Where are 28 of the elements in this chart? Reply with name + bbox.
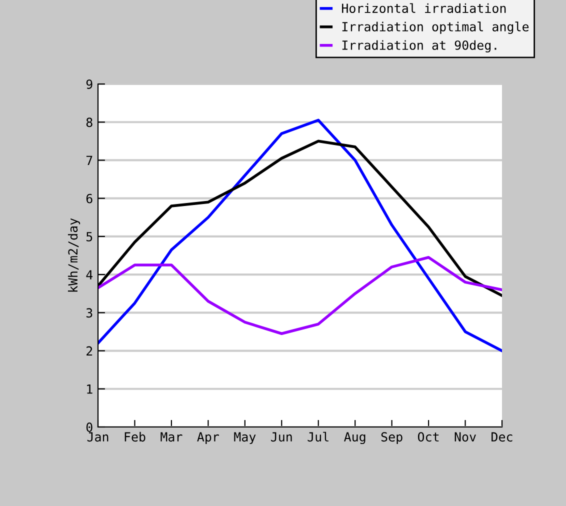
y-tick-label: 6 [86,194,92,204]
x-tick-label: Jul [308,432,328,442]
x-tick-label: May [234,432,256,444]
line-series [98,118,502,352]
y-axis-title: kWh/m2/day [68,218,80,292]
legend-label: Irradiation optimal angle [342,22,529,34]
y-tick-label: 2 [86,346,92,356]
x-tick-label: Aug [344,432,366,444]
x-tick-label: Mar [160,432,182,442]
y-tick-label: 7 [86,156,92,166]
x-tick-label: Oct [418,432,439,442]
y-tick-label: 9 [86,80,92,89]
y-tick-label: 4 [86,270,93,280]
y-tick-label: 3 [86,308,92,318]
x-tick-label: Jun [271,432,292,442]
y-tick-label: 0 [86,422,92,432]
y-tick-label: 5 [86,232,92,242]
legend-label: Irradiation at 90deg. [342,40,496,52]
x-tick-label: Apr [197,432,219,444]
x-tick-label: Jan [87,432,108,442]
x-tick-label: Dec [492,432,512,442]
y-tick-label: 8 [86,118,92,128]
x-tick-label: Nov [454,432,476,442]
line-series [98,256,502,336]
y-tick-label: 1 [87,384,92,394]
x-tick-label: Feb [124,432,146,442]
legend-label: Horizontal irradiation [342,3,506,13]
x-tick-label: Sep [381,432,402,444]
